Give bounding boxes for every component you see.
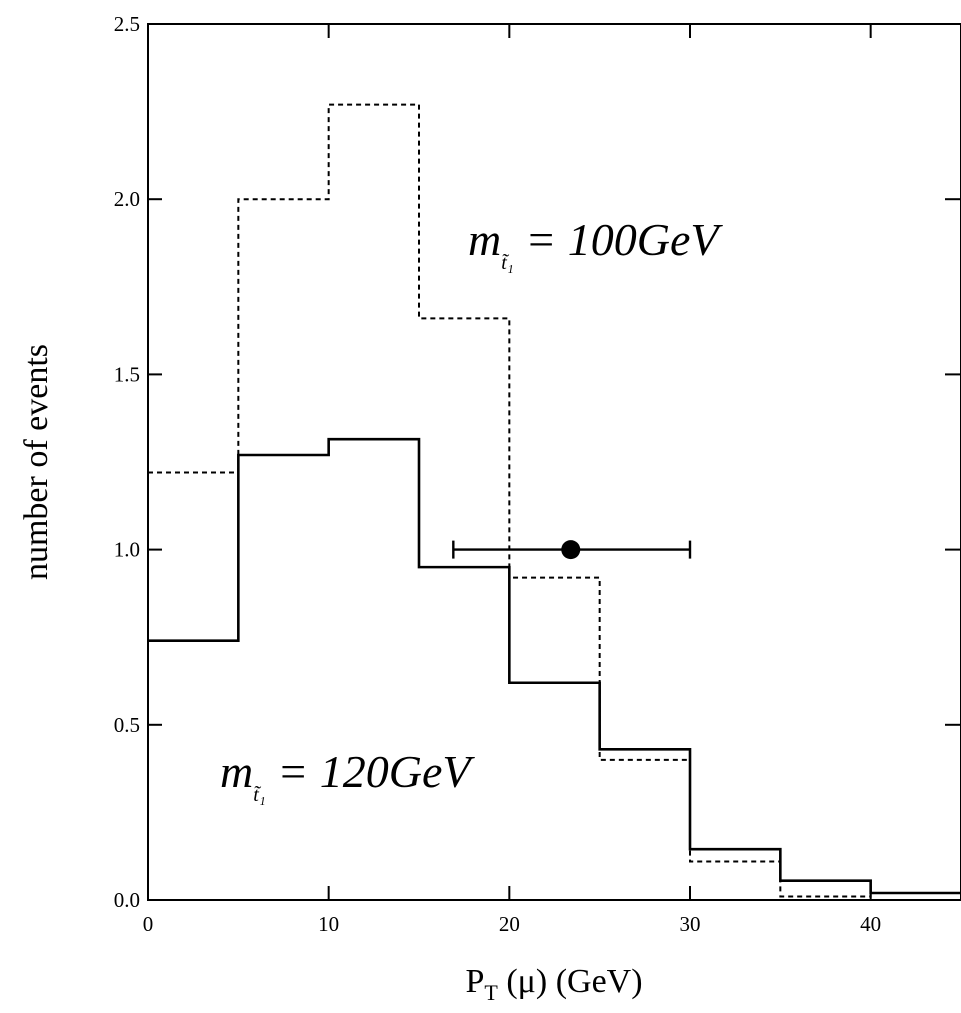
measured-point bbox=[452, 540, 692, 560]
x-tick-label: 40 bbox=[860, 912, 881, 936]
series-solid bbox=[148, 437, 961, 895]
plot-frame bbox=[147, 23, 961, 901]
y-tick-label: 0.0 bbox=[114, 888, 140, 912]
y-axis-title: number of events bbox=[18, 344, 55, 580]
y-tick-label: 1.5 bbox=[114, 362, 140, 386]
x-axis-title: PT (μ) (GeV) bbox=[465, 963, 642, 1005]
y-axis-ticks: 0.0 0.5 1.0 1.5 2.0 2.5 bbox=[114, 12, 961, 912]
y-tick-label: 2.0 bbox=[114, 187, 140, 211]
annotation-m100: mt̃₁ = 100GeV bbox=[468, 214, 723, 274]
x-tick-label: 30 bbox=[680, 912, 701, 936]
y-tick-label: 2.5 bbox=[114, 12, 140, 36]
data-point bbox=[561, 540, 581, 560]
x-tick-label: 20 bbox=[499, 912, 520, 936]
histogram-series bbox=[148, 103, 961, 898]
x-tick-label: 0 bbox=[143, 912, 154, 936]
x-tick-label: 10 bbox=[318, 912, 339, 936]
annotation-m120: mt̃₁ = 120GeV bbox=[220, 746, 475, 806]
y-tick-label: 1.0 bbox=[114, 538, 140, 562]
y-tick-label: 0.5 bbox=[114, 713, 140, 737]
